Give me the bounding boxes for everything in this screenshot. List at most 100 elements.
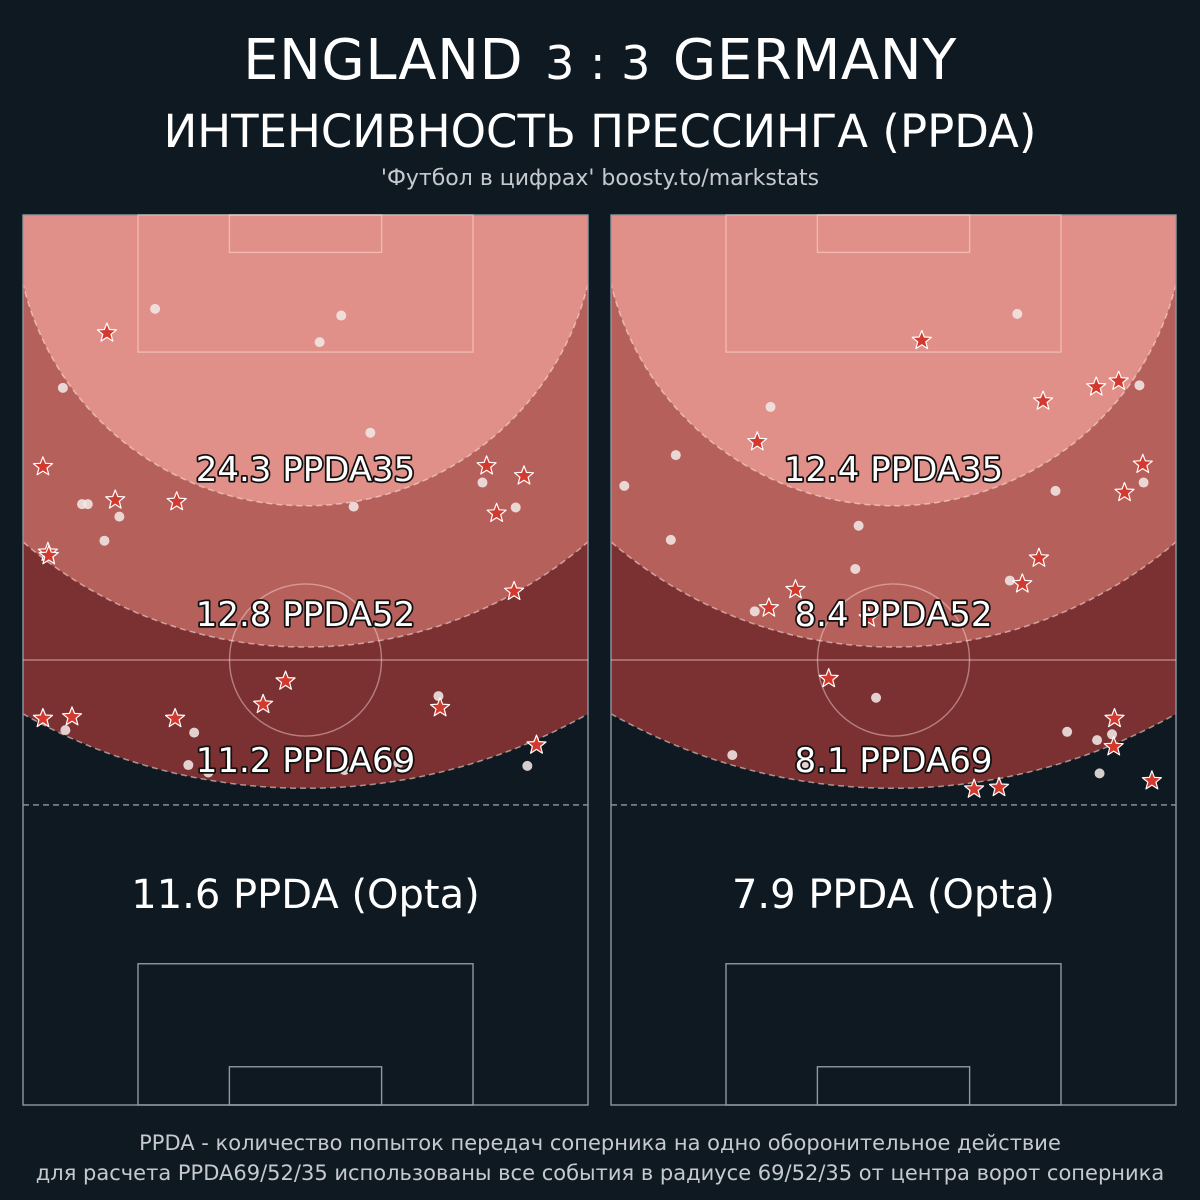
action-dot	[99, 535, 110, 546]
action-star	[747, 431, 768, 451]
pressing-zones	[611, 215, 1176, 789]
action-star	[1108, 370, 1129, 390]
action-star	[486, 502, 507, 522]
action-dot	[365, 427, 376, 438]
action-dot	[1012, 308, 1023, 319]
pressing-zones	[23, 215, 588, 789]
action-dot	[1107, 729, 1118, 740]
label-ppda69: 8.1 PPDA69	[795, 741, 993, 781]
action-star	[1141, 770, 1162, 790]
credit-line: 'Футбол в цифрах' boosty.to/markstats	[380, 166, 820, 191]
action-star	[785, 579, 806, 599]
match-score: 3 : 3	[545, 36, 651, 90]
action-star	[96, 322, 117, 342]
action-dot	[765, 401, 776, 412]
center-circle	[816, 583, 971, 737]
action-star	[858, 607, 879, 627]
action-star	[1032, 390, 1054, 410]
goal-box-top	[228, 214, 383, 254]
zone-labels: 11.2 PPDA69 12.8 PPDA52 24.3 PPDA35 11.6 PP…	[131, 448, 479, 918]
team-away-name: GERMANY	[672, 28, 957, 93]
action-star	[1114, 481, 1135, 502]
action-dot	[348, 501, 359, 512]
action-dot	[749, 606, 760, 617]
action-star	[1012, 573, 1033, 593]
action-star	[253, 693, 274, 714]
action-star	[964, 778, 985, 798]
action-dot	[665, 534, 676, 545]
action-star	[1103, 736, 1124, 756]
action-star	[1104, 707, 1125, 728]
action-star	[166, 491, 187, 511]
action-star	[988, 776, 1010, 797]
action-dot	[1062, 726, 1073, 737]
action-dot	[727, 750, 738, 761]
action-star	[526, 734, 547, 754]
action-dot	[393, 758, 404, 769]
action-star	[61, 706, 83, 726]
action-dot	[82, 499, 93, 510]
center-circle	[228, 583, 383, 737]
pitch-away: 8.1 PPDA69 8.4 PPDA52 12.4 PPDA35 7.9 PPDA …	[610, 214, 1177, 1106]
action-star	[430, 697, 451, 717]
label-ppda52: 12.8 PPDA52	[196, 595, 416, 635]
action-dot	[314, 337, 325, 348]
action-star	[911, 329, 932, 350]
goal-box-top	[816, 214, 971, 254]
zone-labels: 8.1 PPDA69 8.4 PPDA52 12.4 PPDA35 7.9 PPDA …	[732, 448, 1055, 918]
chart-subtitle: ИНТЕНСИВНОСТЬ ПРЕССИНГА (PPDA)	[163, 105, 1037, 158]
action-dot	[853, 520, 864, 531]
action-star	[758, 597, 779, 617]
action-dot	[1050, 485, 1061, 496]
label-ppda35: 12.4 PPDA35	[784, 450, 1004, 490]
action-star	[105, 489, 126, 509]
team-home-name: ENGLAND	[243, 28, 524, 93]
action-star	[1086, 376, 1107, 396]
action-dot	[183, 760, 194, 771]
match-title: ENGLAND 3 : 3 GERMANY	[0, 26, 1200, 98]
action-star	[513, 465, 535, 485]
action-star	[164, 707, 186, 728]
label-ppda35: 24.3 PPDA35	[196, 450, 416, 490]
defensive-actions	[32, 303, 547, 778]
action-dot	[150, 303, 161, 314]
action-star	[476, 455, 497, 475]
penalty-box-bottom	[725, 963, 1062, 1106]
action-dot	[336, 310, 347, 321]
action-dot	[57, 382, 68, 393]
action-dot	[850, 563, 861, 574]
action-dot	[1004, 575, 1015, 586]
action-dot	[1092, 735, 1103, 746]
action-dot	[1138, 477, 1149, 488]
pitch-lines	[22, 214, 589, 1106]
pitch-lines	[610, 214, 1177, 1106]
action-star	[1132, 453, 1153, 473]
action-dot	[1134, 380, 1145, 391]
label-ppda69: 11.2 PPDA69	[196, 741, 416, 781]
goal-box-bottom	[816, 1066, 971, 1106]
action-dot	[1094, 768, 1105, 779]
label-ppda52: 8.4 PPDA52	[795, 595, 993, 635]
defensive-actions	[619, 308, 1162, 798]
action-dot	[477, 477, 488, 488]
action-dot	[60, 725, 71, 736]
action-star	[38, 545, 59, 565]
action-dot	[619, 480, 630, 491]
action-star	[32, 707, 54, 728]
footer-definition: PPDA - количество попыток передач соперн…	[139, 1131, 1061, 1155]
action-dot	[114, 511, 125, 522]
action-dot	[339, 765, 350, 776]
label-opta: 11.6 PPDA (Opta)	[131, 872, 479, 918]
pitch-home: 11.2 PPDA69 12.8 PPDA52 24.3 PPDA35 11.6 PP…	[22, 214, 589, 1106]
footer-method: для расчета PPDA69/52/35 использованы вс…	[35, 1161, 1165, 1185]
zone-ppda35	[611, 215, 1176, 507]
action-dot	[670, 450, 681, 461]
action-star	[818, 668, 839, 688]
action-dot	[510, 502, 521, 513]
action-dot	[203, 767, 214, 778]
action-dot	[799, 761, 810, 772]
action-star	[1028, 547, 1049, 567]
action-star	[32, 456, 54, 476]
